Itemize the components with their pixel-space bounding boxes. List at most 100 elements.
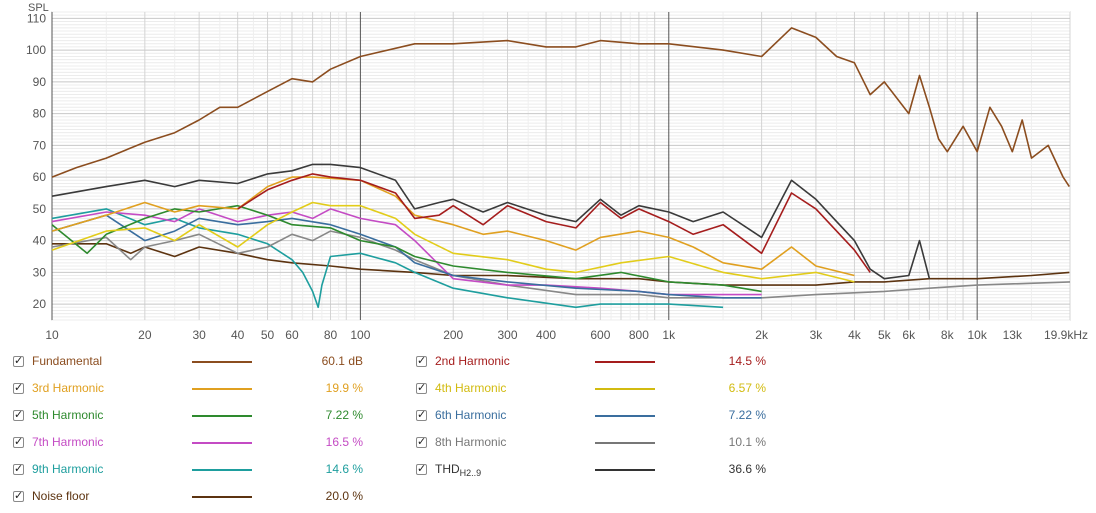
x-tick-label: 10 bbox=[45, 328, 59, 342]
legend: Fundamental 60.1 dB 2nd Harmonic 14.5 % 3rd … bbox=[0, 346, 1096, 513]
x-tick-label: 80 bbox=[324, 328, 338, 342]
legend-value: 14.5 % bbox=[728, 354, 766, 368]
legend-item[interactable]: THDH2..9 36.6 % bbox=[403, 459, 803, 481]
series-layer bbox=[51, 27, 1071, 309]
legend-swatch bbox=[595, 442, 655, 444]
legend-value: 6.57 % bbox=[728, 381, 766, 395]
legend-value: 60.1 dB bbox=[321, 354, 363, 368]
x-tick-label: 8k bbox=[941, 328, 955, 342]
legend-checkbox[interactable] bbox=[13, 381, 24, 394]
legend-swatch bbox=[192, 361, 252, 363]
x-tick-label: 13k bbox=[1003, 328, 1023, 342]
legend-swatch bbox=[192, 415, 252, 417]
legend-value: 14.6 % bbox=[325, 462, 363, 476]
series-line-9th-harmonic bbox=[51, 208, 724, 309]
x-axis-ticks: 10 20 30 40 50 60 80 100 200 300 400 600 800 1k 2k 3k 4k… bbox=[45, 328, 1088, 342]
legend-value: 7.22 % bbox=[728, 408, 766, 422]
x-tick-label: 3k bbox=[810, 328, 824, 342]
legend-swatch bbox=[192, 442, 252, 444]
y-axis-ticks: 20 30 40 50 60 70 80 90 100 110 bbox=[26, 11, 46, 311]
series-line-4th-harmonic bbox=[51, 201, 855, 283]
legend-swatch bbox=[192, 388, 252, 390]
y-tick-label: 110 bbox=[27, 11, 46, 25]
series-line-2nd-harmonic bbox=[237, 173, 871, 273]
legend-value: 16.5 % bbox=[325, 435, 363, 449]
y-tick-label: 30 bbox=[33, 265, 47, 279]
legend-value: 36.6 % bbox=[728, 462, 766, 476]
legend-value: 19.9 % bbox=[325, 381, 363, 395]
x-tick-label: 100 bbox=[350, 328, 370, 342]
legend-swatch bbox=[595, 469, 655, 471]
legend-label: 2nd Harmonic bbox=[435, 354, 510, 368]
x-tick-label: 10k bbox=[967, 328, 987, 342]
legend-item[interactable]: Noise floor 20.0 % bbox=[0, 486, 400, 508]
y-tick-label: 40 bbox=[33, 234, 47, 248]
legend-label: Noise floor bbox=[32, 489, 90, 503]
legend-label: 4th Harmonic bbox=[435, 381, 507, 395]
series-line-3rd-harmonic bbox=[51, 176, 855, 277]
legend-item[interactable]: 5th Harmonic 7.22 % bbox=[0, 405, 400, 427]
y-tick-label: 70 bbox=[33, 138, 47, 152]
x-tick-label: 20 bbox=[138, 328, 152, 342]
series-line-6th-harmonic bbox=[51, 214, 762, 299]
legend-swatch bbox=[192, 469, 252, 471]
legend-label: THDH2..9 bbox=[435, 462, 482, 478]
legend-label: 5th Harmonic bbox=[32, 408, 104, 422]
x-tick-label: 300 bbox=[498, 328, 518, 342]
x-tick-label: 5k bbox=[878, 328, 892, 342]
legend-item[interactable]: 6th Harmonic 7.22 % bbox=[403, 405, 803, 427]
series-line-fundamental bbox=[51, 27, 1070, 188]
legend-label: 7th Harmonic bbox=[32, 435, 104, 449]
y-tick-label: 60 bbox=[33, 170, 47, 184]
x-tick-label: 30 bbox=[192, 328, 206, 342]
x-tick-label: 2k bbox=[755, 328, 769, 342]
legend-checkbox[interactable] bbox=[416, 462, 427, 475]
legend-item[interactable]: 7th Harmonic 16.5 % bbox=[0, 432, 400, 454]
plot-area bbox=[51, 11, 1071, 321]
legend-item[interactable]: 2nd Harmonic 14.5 % bbox=[403, 351, 803, 373]
legend-checkbox[interactable] bbox=[13, 462, 24, 475]
x-tick-label: 40 bbox=[231, 328, 245, 342]
series-line-5th-harmonic bbox=[51, 204, 762, 293]
x-tick-label: 4k bbox=[848, 328, 862, 342]
series-line-thd bbox=[51, 163, 931, 280]
legend-label: 6th Harmonic bbox=[435, 408, 507, 422]
x-tick-label: 600 bbox=[590, 328, 610, 342]
legend-item[interactable]: 8th Harmonic 10.1 % bbox=[403, 432, 803, 454]
legend-value: 20.0 % bbox=[325, 489, 363, 503]
y-tick-label: 90 bbox=[33, 75, 47, 89]
grid-major bbox=[51, 12, 1070, 320]
series-line-noise-floor bbox=[52, 243, 1070, 286]
legend-label: 3rd Harmonic bbox=[32, 381, 105, 395]
legend-item[interactable]: Fundamental 60.1 dB bbox=[0, 351, 400, 373]
legend-item[interactable]: 3rd Harmonic 19.9 % bbox=[0, 378, 400, 400]
legend-checkbox[interactable] bbox=[416, 381, 427, 394]
legend-checkbox[interactable] bbox=[416, 435, 427, 448]
legend-checkbox[interactable] bbox=[416, 408, 427, 421]
legend-swatch bbox=[595, 415, 655, 417]
legend-item[interactable]: 9th Harmonic 14.6 % bbox=[0, 459, 400, 481]
legend-value: 7.22 % bbox=[325, 408, 363, 422]
legend-checkbox[interactable] bbox=[416, 354, 427, 367]
legend-value: 10.1 % bbox=[728, 435, 766, 449]
y-tick-label: 20 bbox=[33, 297, 47, 311]
legend-checkbox[interactable] bbox=[13, 354, 24, 367]
legend-checkbox[interactable] bbox=[13, 435, 24, 448]
x-tick-label: 400 bbox=[536, 328, 556, 342]
legend-swatch bbox=[595, 388, 655, 390]
x-tick-label: 50 bbox=[261, 328, 275, 342]
x-tick-label: 800 bbox=[629, 328, 649, 342]
spl-chart: 10 20 30 40 50 60 80 100 200 300 400 600 800 1k 2k 3k 4k… bbox=[26, 2, 1088, 342]
legend-item[interactable]: 4th Harmonic 6.57 % bbox=[403, 378, 803, 400]
legend-checkbox[interactable] bbox=[13, 408, 24, 421]
legend-checkbox[interactable] bbox=[13, 489, 24, 502]
x-tick-label: 1k bbox=[662, 328, 676, 342]
x-tick-label: 60 bbox=[285, 328, 299, 342]
x-tick-label: 19.9kHz bbox=[1044, 328, 1088, 342]
y-tick-label: 80 bbox=[33, 107, 47, 121]
x-tick-label: 6k bbox=[902, 328, 916, 342]
legend-label: Fundamental bbox=[32, 354, 103, 368]
legend-swatch bbox=[595, 361, 655, 363]
y-tick-label: 50 bbox=[33, 202, 47, 216]
legend-label-subscript: H2..9 bbox=[459, 468, 482, 478]
